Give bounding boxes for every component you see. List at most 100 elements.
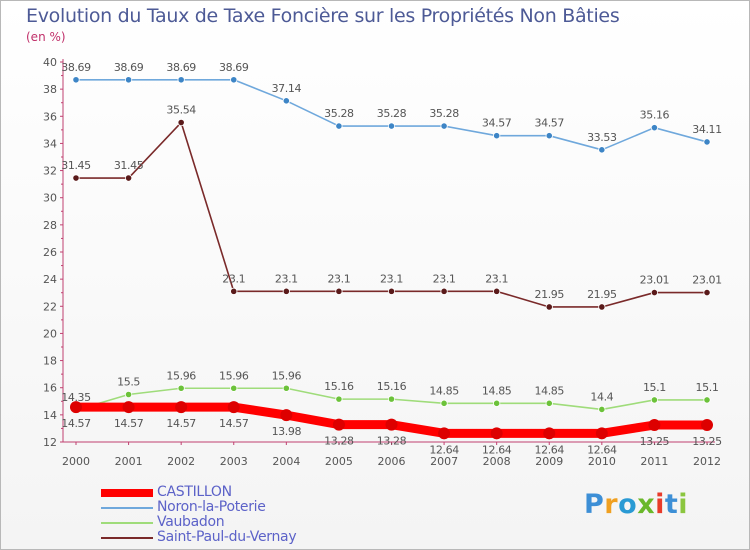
data-point-noron-la-poterie: [440, 122, 448, 130]
data-label-vaubadon: 14.85: [482, 384, 512, 397]
data-label-castillon: 14.57: [219, 417, 249, 430]
x-tick-label: 2010: [588, 455, 616, 468]
logo-letter: x: [637, 489, 656, 520]
data-label-castillon: 14.57: [61, 417, 91, 430]
x-tick-label: 2008: [483, 455, 511, 468]
data-point-saint-paul-du-vernay: [545, 303, 553, 311]
data-label-castillon: 12.64: [535, 443, 565, 456]
data-label-saint-paul-du-vernay: 21.95: [535, 288, 565, 301]
data-label-castillon: 13.28: [377, 435, 407, 448]
data-label-noron-la-poterie: 34.57: [535, 117, 565, 130]
data-label-vaubadon: 15.5: [117, 376, 140, 389]
x-tick-label: 2000: [62, 455, 90, 468]
x-tick-label: 2002: [167, 455, 195, 468]
data-point-castillon: [385, 418, 398, 431]
data-label-vaubadon: 15.1: [696, 381, 719, 394]
y-tick-label: 26: [43, 246, 57, 259]
data-label-vaubadon: 15.96: [166, 369, 196, 382]
y-tick-label: 30: [43, 192, 57, 205]
data-label-noron-la-poterie: 35.28: [324, 107, 354, 120]
legend-label-noron-la-poterie: Noron-la-Poterie: [157, 499, 266, 515]
data-label-vaubadon: 14.4: [590, 390, 613, 403]
proxiti-logo: Proxiti: [584, 489, 688, 520]
data-point-saint-paul-du-vernay: [177, 118, 185, 127]
data-label-saint-paul-du-vernay: 23.1: [327, 272, 350, 285]
logo-letter: o: [618, 489, 638, 520]
legend-swatch-saint-paul-du-vernay: [101, 537, 153, 539]
data-label-castillon: 13.28: [324, 435, 354, 448]
data-point-castillon: [595, 427, 608, 440]
y-tick-label: 24: [43, 273, 57, 286]
data-label-castillon: 12.64: [429, 443, 459, 456]
data-point-castillon: [701, 419, 713, 432]
data-point-vaubadon: [650, 396, 659, 404]
data-label-saint-paul-du-vernay: 23.01: [640, 274, 670, 287]
data-label-castillon: 14.57: [166, 417, 196, 430]
data-point-noron-la-poterie: [335, 122, 343, 130]
data-label-vaubadon: 15.16: [324, 380, 354, 393]
data-point-saint-paul-du-vernay: [440, 287, 448, 295]
data-point-noron-la-poterie: [177, 76, 185, 84]
x-tick-label: 2007: [430, 455, 458, 468]
data-point-saint-paul-du-vernay: [282, 287, 290, 295]
y-tick-label: 38: [43, 83, 57, 96]
data-point-noron-la-poterie: [387, 122, 396, 130]
data-point-noron-la-poterie: [598, 146, 606, 154]
data-label-saint-paul-du-vernay: 31.45: [114, 159, 144, 172]
y-tick-label: 16: [43, 382, 57, 395]
logo-letter: r: [604, 489, 619, 520]
data-label-saint-paul-du-vernay: 31.45: [61, 159, 91, 172]
data-point-vaubadon: [493, 399, 501, 407]
y-tick-label: 28: [43, 219, 57, 232]
data-label-vaubadon: 15.96: [272, 369, 302, 382]
data-label-castillon: 13.25: [640, 435, 670, 448]
y-tick-label: 36: [43, 110, 57, 123]
data-label-vaubadon: 15.1: [643, 381, 666, 394]
legend-swatch-vaubadon: [101, 522, 153, 524]
data-label-saint-paul-du-vernay: 23.1: [222, 272, 245, 285]
data-label-castillon: 14.57: [114, 417, 144, 430]
data-label-vaubadon: 14.85: [429, 384, 459, 397]
data-point-saint-paul-du-vernay: [230, 287, 238, 295]
data-point-noron-la-poterie: [72, 76, 80, 84]
y-unit-label: (en %): [26, 30, 66, 44]
data-label-noron-la-poterie: 38.69: [61, 61, 91, 74]
data-point-castillon: [227, 401, 240, 414]
logo-letter: t: [664, 489, 679, 520]
logo-letter: i: [678, 489, 689, 520]
data-point-castillon: [648, 419, 661, 432]
y-tick-label: 22: [43, 300, 57, 313]
data-point-saint-paul-du-vernay: [387, 287, 396, 295]
data-point-vaubadon: [387, 395, 396, 403]
data-point-saint-paul-du-vernay: [124, 174, 133, 182]
data-label-noron-la-poterie: 35.16: [640, 109, 670, 122]
data-label-castillon: 13.25: [692, 435, 722, 448]
data-label-vaubadon: 15.16: [377, 380, 407, 393]
data-point-noron-la-poterie: [545, 132, 553, 140]
data-label-noron-la-poterie: 37.14: [272, 82, 302, 95]
data-point-noron-la-poterie: [124, 76, 133, 84]
data-label-castillon: 12.64: [482, 443, 512, 456]
data-point-castillon: [490, 427, 503, 440]
data-point-castillon: [438, 427, 451, 440]
data-point-noron-la-poterie: [493, 132, 501, 140]
data-point-vaubadon: [440, 399, 448, 407]
chart-title: Evolution du Taux de Taxe Foncière sur l…: [26, 5, 620, 27]
legend-label-saint-paul-du-vernay: Saint-Paul-du-Vernay: [157, 529, 297, 545]
data-label-noron-la-poterie: 35.28: [429, 107, 459, 120]
data-point-vaubadon: [282, 384, 290, 392]
x-tick-label: 2012: [693, 455, 721, 468]
logo-letter: i: [655, 489, 665, 520]
data-point-saint-paul-du-vernay: [703, 288, 711, 297]
data-point-vaubadon: [124, 390, 133, 399]
data-label-noron-la-poterie: 34.57: [482, 117, 512, 130]
data-point-noron-la-poterie: [230, 76, 238, 84]
data-label-castillon: 13.98: [272, 425, 302, 438]
x-tick-label: 2003: [220, 455, 248, 468]
data-point-saint-paul-du-vernay: [598, 303, 606, 311]
data-point-vaubadon: [230, 384, 238, 392]
legend-swatch-castillon: [101, 489, 153, 497]
x-tick-label: 2006: [378, 455, 406, 468]
data-label-vaubadon: 14.35: [61, 391, 91, 404]
